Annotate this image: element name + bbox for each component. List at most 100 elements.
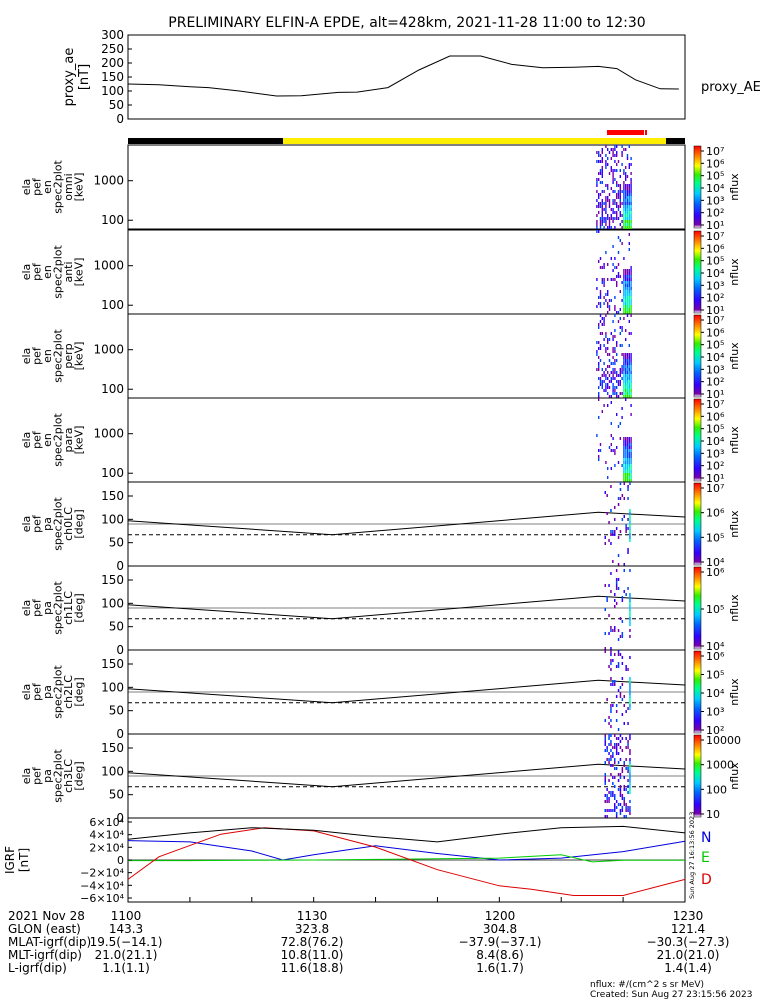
- spectrogram-cell: [621, 329, 623, 332]
- spectrogram-cell: [603, 278, 605, 281]
- colorbar-tick-label: 10²: [706, 292, 724, 305]
- colorbar-tick-label: 10³: [706, 363, 724, 376]
- pa-cell: [627, 791, 629, 794]
- pa-cell: [615, 578, 618, 581]
- pa-cell: [619, 686, 622, 689]
- spectrogram-cell: [623, 211, 625, 214]
- spectrogram-cell: [628, 443, 630, 446]
- spectrogram-cell: [628, 196, 630, 199]
- spectrogram-cell: [619, 437, 621, 440]
- spectrogram-cell: [630, 278, 632, 281]
- footer-row-mlt: MLT-igrf(dip): [8, 948, 82, 962]
- spectrogram-cell: [610, 467, 612, 470]
- spectrogram-cell: [610, 169, 612, 172]
- spectrogram-cell: [628, 208, 630, 211]
- spectrogram-cell: [616, 311, 618, 314]
- spectrogram-cell: [630, 302, 632, 305]
- spectrogram-cell: [630, 389, 632, 392]
- colorbar-tick-label: 10¹: [706, 304, 724, 317]
- spectrogram-cell: [623, 287, 625, 290]
- spectrogram-cell: [625, 220, 627, 223]
- spectrogram-cell: [616, 151, 618, 154]
- spectrogram-cell: [623, 187, 625, 190]
- pa-cell: [623, 788, 625, 791]
- pa-cell: [614, 506, 616, 509]
- pa-cell: [604, 647, 606, 650]
- pa-cell: [629, 629, 631, 632]
- spectrogram-cell: [619, 184, 621, 187]
- pa-cell: [623, 497, 625, 500]
- spectrogram-cell: [619, 190, 621, 193]
- pa-cell: [604, 650, 606, 653]
- spectrogram-cell: [623, 464, 625, 467]
- spectrogram-cell: [607, 365, 609, 368]
- spectrogram-cell: [614, 154, 616, 157]
- spectrogram-cell: [626, 476, 629, 479]
- spectrogram-cell: [628, 395, 630, 398]
- spectrogram-cell: [599, 226, 602, 229]
- pa-cell: [619, 788, 622, 791]
- spectrogram-cell: [608, 446, 611, 449]
- spectrogram-cell: [625, 371, 627, 374]
- spectrogram-cell: [630, 266, 632, 269]
- pa-cell: [604, 542, 606, 545]
- panel-ylabel: spec2plot: [52, 665, 65, 719]
- spectrogram-cell: [599, 302, 602, 305]
- spectrogram-cell: [625, 479, 627, 482]
- spectrogram-cell: [621, 377, 623, 380]
- spectrogram-cell: [610, 214, 612, 217]
- spectrogram-cell: [601, 160, 603, 163]
- pa-cell: [627, 587, 629, 590]
- pa-cell: [629, 788, 631, 791]
- pa-cell: [627, 668, 629, 671]
- spectrogram-cell: [607, 311, 609, 314]
- spectrogram-cell: [630, 353, 632, 356]
- panel-ylabel: pef: [31, 598, 44, 617]
- panel-ylabel: [deg]: [73, 509, 86, 538]
- spectrogram-cell: [599, 320, 602, 323]
- panel-ytick-label: 100: [101, 512, 124, 526]
- pa-cell: [604, 800, 606, 803]
- colorbar: [693, 734, 702, 818]
- spectrogram-cell: [625, 281, 627, 284]
- spectrogram-cell: [616, 359, 618, 362]
- spectrogram-cell: [621, 163, 623, 166]
- spectrogram-cell: [596, 278, 598, 281]
- spectrogram-cell: [614, 308, 616, 311]
- pa-cell: [617, 497, 620, 500]
- spectrogram-cell: [601, 214, 603, 217]
- pa-cell: [617, 752, 620, 755]
- spectrogram-cell: [626, 217, 629, 220]
- panel-ylabel: pef: [31, 766, 44, 785]
- panel-ylabel: spec2plot: [52, 160, 65, 214]
- spectrogram-cell: [608, 205, 611, 208]
- spectrogram-cell: [608, 299, 611, 302]
- spectrogram-cell: [623, 380, 625, 383]
- spectrogram-cell: [605, 184, 607, 187]
- spectrogram-cell: [607, 187, 609, 190]
- panel-ytick-label: 100: [101, 764, 124, 778]
- spectrogram-cell: [621, 365, 623, 368]
- pa-cell: [619, 692, 622, 695]
- pa-cell: [614, 605, 616, 608]
- colorbar: [693, 230, 702, 314]
- spectrogram-cell: [628, 464, 630, 467]
- pa-cell: [608, 584, 610, 587]
- pa-cell: [629, 785, 631, 788]
- spectrogram-cell: [626, 377, 629, 380]
- pa-cell: [627, 746, 629, 749]
- pa-cell: [612, 776, 614, 779]
- spectrogram-cell: [621, 344, 623, 347]
- panel-ylabel: para: [62, 428, 75, 453]
- colorbar-tick-label: 10⁴: [706, 687, 725, 700]
- footer-value: 304.8: [483, 922, 517, 936]
- spectrogram-cell: [625, 284, 627, 287]
- spectrogram-cell: [603, 362, 605, 365]
- spectrogram-cell: [619, 193, 621, 196]
- spectrogram-cell: [598, 449, 600, 452]
- spectrogram-cell: [603, 317, 605, 320]
- panel-ylabel: [keV]: [73, 426, 86, 455]
- spectrogram-cell: [623, 202, 625, 205]
- pa-cell: [617, 737, 620, 740]
- spectrogram-cell: [612, 383, 614, 386]
